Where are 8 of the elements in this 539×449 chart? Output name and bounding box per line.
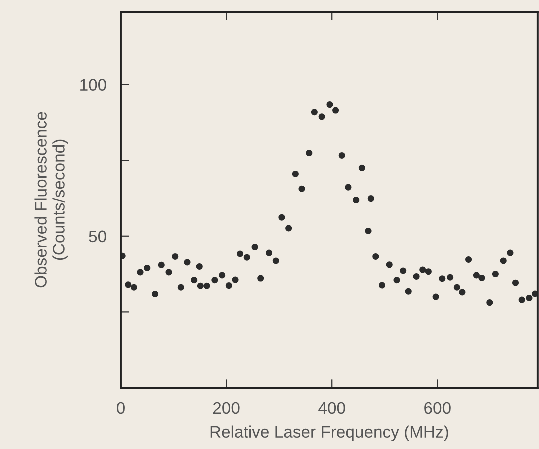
- x-tick-label: 600: [424, 402, 451, 414]
- x-tick-label: 200: [213, 402, 240, 414]
- x-axis-title: Relative Laser Frequency (MHz): [210, 426, 448, 442]
- x-tick-label: 400: [318, 402, 346, 414]
- x-tick-label: 0: [117, 402, 125, 414]
- y-tick-label: 50: [89, 230, 106, 243]
- y-axis-title: Observed Fluorescence (Counts/second): [34, 112, 68, 288]
- y-tick-label: 100: [80, 79, 106, 91]
